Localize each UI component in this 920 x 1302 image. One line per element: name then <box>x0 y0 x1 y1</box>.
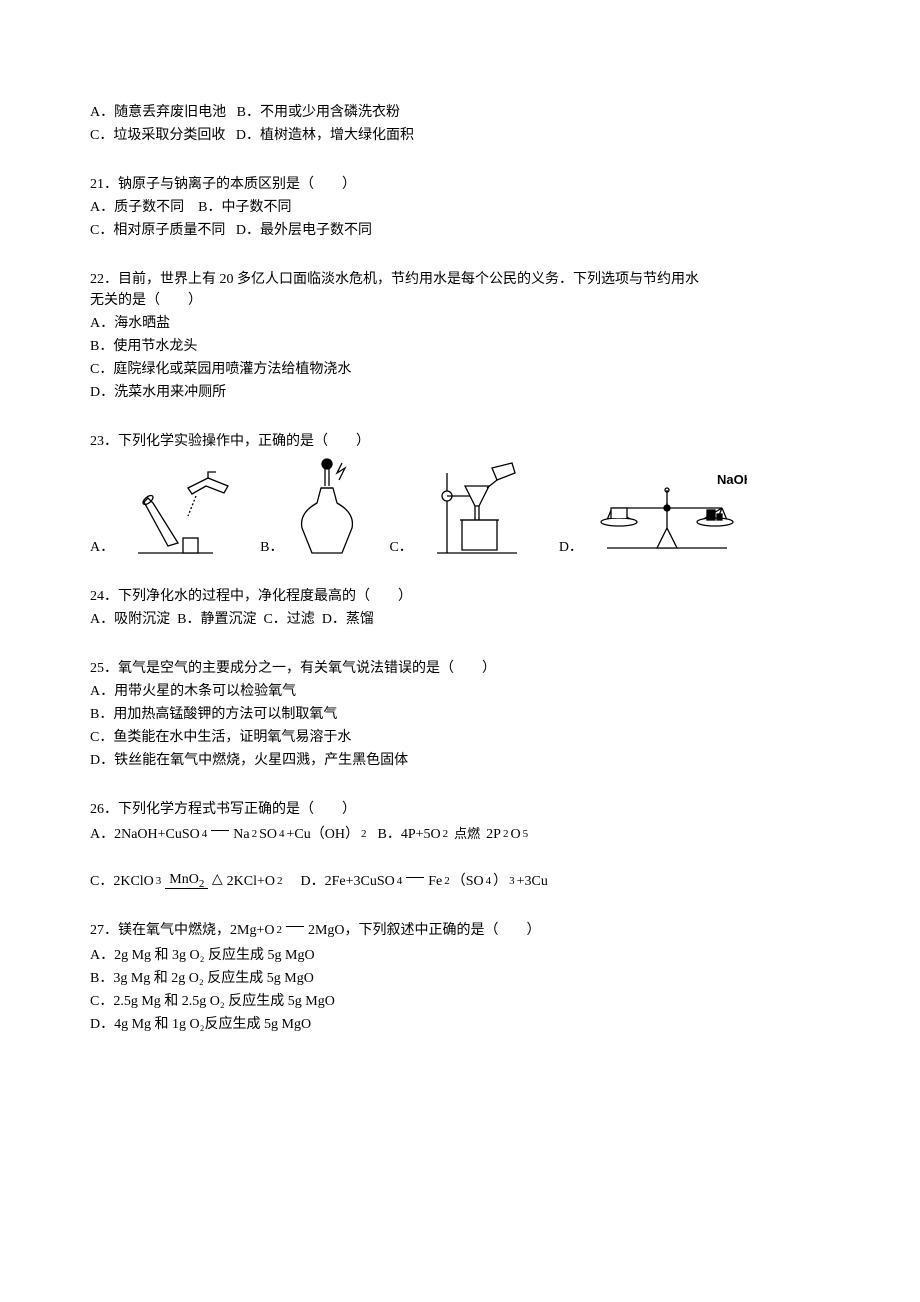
question-24: 24．下列净化水的过程中，净化程度最高的（ ） A．吸附沉淀 B．静置沉淀 C．… <box>90 586 830 630</box>
q26-a-3: SO <box>259 824 277 845</box>
q26-d-4: ） <box>493 871 507 892</box>
q25-stem: 25．氧气是空气的主要成分之一，有关氧气说法错误的是（ ） <box>90 658 830 679</box>
q23-label-d: D． <box>559 537 583 558</box>
q26-d-3: （SO <box>452 871 484 892</box>
diagram-a-icon <box>118 468 238 558</box>
q21-opt-d: D．最外层电子数不同 <box>236 223 372 238</box>
q23-label-a: A． <box>90 537 114 558</box>
question-23: 23．下列化学实验操作中，正确的是（ ） A． <box>90 431 830 558</box>
q26-a-2: Na <box>233 824 249 845</box>
question-21: 21．钠原子与钠离子的本质区别是（ ） A．质子数不同 B．中子数不同 C．相对… <box>90 174 830 241</box>
q27-opt-c: C．2.5g Mg 和 2.5g O₂ 反应生成 5g MgO <box>90 991 830 1012</box>
q22-opt-b: B．使用节水龙头 <box>90 336 830 357</box>
q24-opt-b: B．静置沉淀 <box>177 612 256 627</box>
q25-opt-a: A．用带火星的木条可以检验氧气 <box>90 681 830 702</box>
q27-opt-b: B．3g Mg 和 2g O₂ 反应生成 5g MgO <box>90 968 830 989</box>
q23-label-c: C． <box>389 537 412 558</box>
q24-opt-c: C．过滤 <box>263 612 314 627</box>
arrow-ignite-icon: 点燃 <box>452 827 482 842</box>
exam-page: A．随意丢弃废旧电池 B．不用或少用含磷洗衣粉 C．垃圾采取分类回收 D．植树造… <box>0 0 920 1302</box>
q21-opt-b: B．中子数不同 <box>198 200 291 215</box>
q25-opt-b: B．用加热高锰酸钾的方法可以制取氧气 <box>90 704 830 725</box>
q22-stem-1: 22．目前，世界上有 20 多亿人口面临淡水危机，节约用水是每个公民的义务．下列… <box>90 269 830 290</box>
q25-opt-c: C．鱼类能在水中生活，证明氧气易溶于水 <box>90 727 830 748</box>
q25-opt-d: D．铁丝能在氧气中燃烧，火星四溅，产生黑色固体 <box>90 750 830 771</box>
q26-d-5: +3Cu <box>517 871 548 892</box>
q22-opt-a: A．海水晒盐 <box>90 313 830 334</box>
q22-opt-c: C．庭院绿化或菜园用喷灌方法给植物浇水 <box>90 359 830 380</box>
q23-label-b: B． <box>260 537 283 558</box>
q23-option-c: C． <box>389 458 536 558</box>
q23-option-a: A． <box>90 468 238 558</box>
q26-a-1: A．2NaOH+CuSO <box>90 824 200 845</box>
diagram-b-icon <box>287 458 367 558</box>
q26-line-cd: C．2KClO3 MnO2 △ 2KCl+O2 D．2Fe+3CuSO4 Fe2… <box>90 871 830 892</box>
q26-d-2: Fe <box>428 871 442 892</box>
q26-stem: 26．下列化学方程式书写正确的是（ ） <box>90 799 830 820</box>
q24-stem: 24．下列净化水的过程中，净化程度最高的（ ） <box>90 586 830 607</box>
q26-line-ab: A．2NaOH+CuSO4 Na2 SO4 +Cu（OH）2 B．4P+5O2 … <box>90 824 830 845</box>
diagram-c-icon <box>417 458 537 558</box>
q23-option-b: B． <box>260 458 367 558</box>
q27-opt-d: D．4g Mg 和 1g O₂反应生成 5g MgO <box>90 1014 830 1035</box>
q23-option-d: D． <box>559 468 747 558</box>
question-20-tail: A．随意丢弃废旧电池 B．不用或少用含磷洗衣粉 C．垃圾采取分类回收 D．植树造… <box>90 102 830 146</box>
arrow-catalyst-icon: MnO2 △ <box>165 873 222 890</box>
question-26: 26．下列化学方程式书写正确的是（ ） A．2NaOH+CuSO4 Na2 SO… <box>90 799 830 892</box>
question-25: 25．氧气是空气的主要成分之一，有关氧气说法错误的是（ ） A．用带火星的木条可… <box>90 658 830 771</box>
q27-stem: 27．镁在氧气中燃烧，2Mg+O2 2MgO，下列叙述中正确的是（ ） <box>90 920 830 941</box>
q21-stem: 21．钠原子与钠离子的本质区别是（ ） <box>90 174 830 195</box>
q23-options-row: A． B． <box>90 458 830 558</box>
q26-a-4: +Cu（OH） <box>287 824 359 845</box>
q21-opt-c: C．相对原子质量不同 <box>90 223 225 238</box>
q26-b-2: 2P <box>486 824 501 845</box>
q20-opt-c: C．垃圾采取分类回收 <box>90 128 225 143</box>
q24-opt-d: D．蒸馏 <box>322 612 374 627</box>
q22-opt-d: D．洗菜水用来冲厕所 <box>90 382 830 403</box>
q22-stem-2: 无关的是（ ） <box>90 290 830 311</box>
q20-opt-a: A．随意丢弃废旧电池 <box>90 105 226 120</box>
q23-stem: 23．下列化学实验操作中，正确的是（ ） <box>90 431 830 452</box>
q20-opt-b: B．不用或少用含磷洗衣粉 <box>237 105 400 120</box>
question-27: 27．镁在氧气中燃烧，2Mg+O2 2MgO，下列叙述中正确的是（ ） A．2g… <box>90 920 830 1035</box>
q26-d-1: D．2Fe+3CuSO <box>300 871 394 892</box>
q24-opt-a: A．吸附沉淀 <box>90 612 170 627</box>
question-22: 22．目前，世界上有 20 多亿人口面临淡水危机，节约用水是每个公民的义务．下列… <box>90 269 830 403</box>
q26-c-1: C．2KClO <box>90 871 154 892</box>
q26-b-3: O <box>510 824 520 845</box>
q26-c-2: 2KCl+O <box>227 871 275 892</box>
q21-opt-a: A．质子数不同 <box>90 200 184 215</box>
diagram-d-icon: NaOH <box>587 468 747 558</box>
q26-b-1: B．4P+5O <box>378 824 441 845</box>
q20-opt-d: D．植树造林，增大绿化面积 <box>236 128 414 143</box>
naoh-label: NaOH <box>717 472 747 487</box>
q27-opt-a: A．2g Mg 和 3g O₂ 反应生成 5g MgO <box>90 945 830 966</box>
